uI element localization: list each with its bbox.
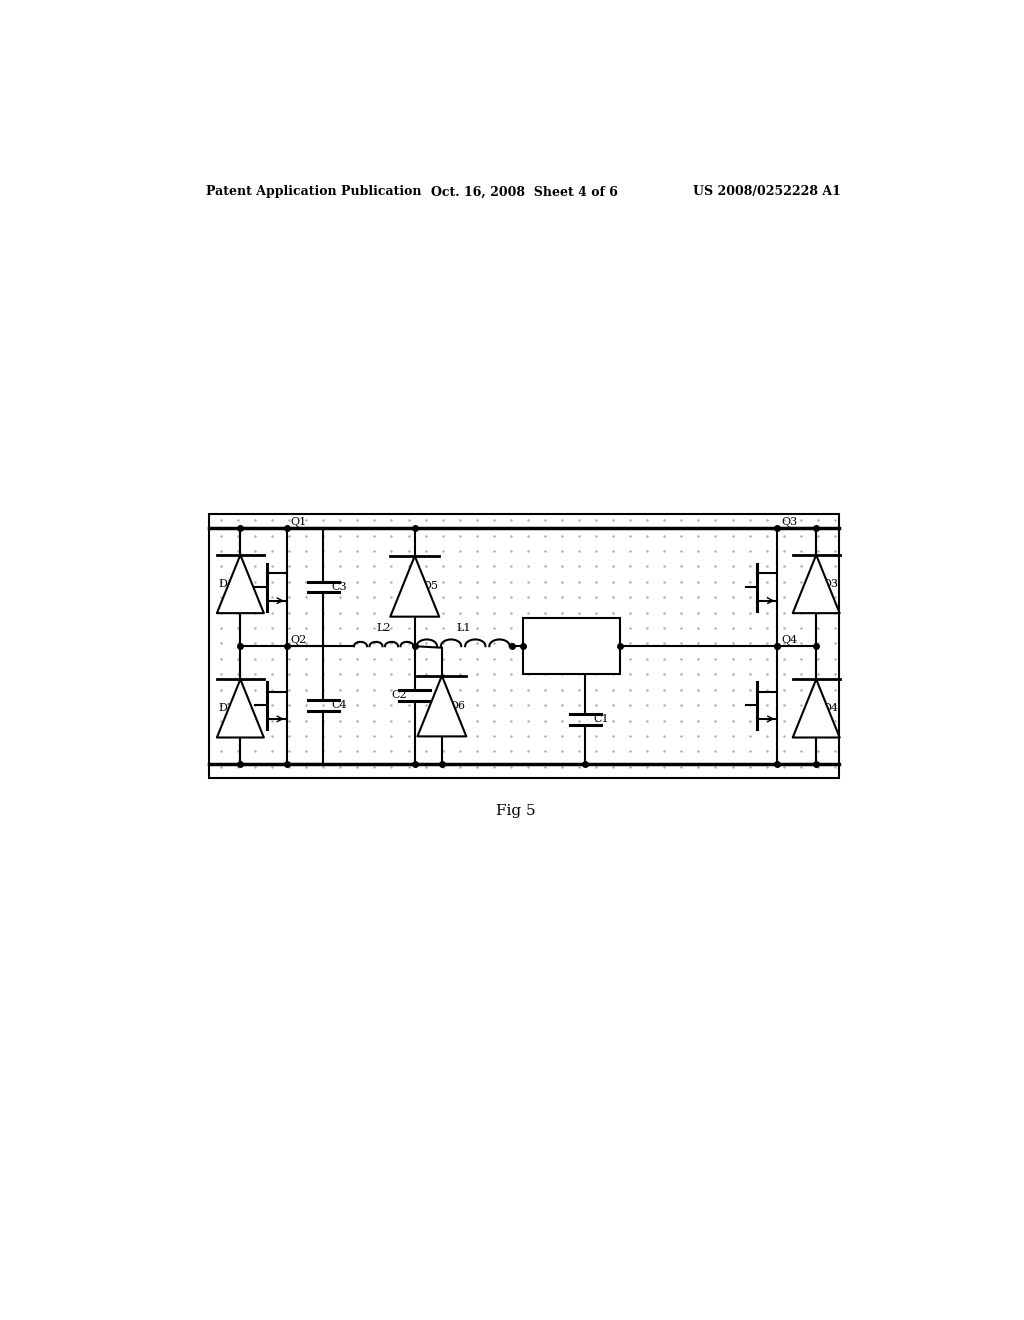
Text: US 2008/0252228 A1: US 2008/0252228 A1: [693, 185, 841, 198]
Text: D2: D2: [218, 704, 234, 713]
Text: D1: D1: [218, 579, 234, 589]
Text: C4: C4: [331, 701, 347, 710]
Text: C1: C1: [593, 714, 608, 725]
Text: Q2: Q2: [291, 635, 307, 645]
Text: C2: C2: [391, 690, 407, 701]
Text: Q4: Q4: [781, 635, 798, 645]
Text: Oct. 16, 2008  Sheet 4 of 6: Oct. 16, 2008 Sheet 4 of 6: [431, 185, 618, 198]
Text: D4: D4: [822, 704, 839, 713]
Text: Q3: Q3: [781, 517, 798, 527]
Polygon shape: [793, 680, 840, 738]
Text: Lamp: Lamp: [556, 640, 588, 649]
Polygon shape: [418, 676, 466, 737]
Bar: [523, 619, 621, 675]
Text: Patent Application Publication: Patent Application Publication: [206, 185, 421, 198]
Text: L2: L2: [377, 623, 391, 634]
Text: Q1: Q1: [291, 517, 307, 527]
Text: D3: D3: [822, 579, 839, 589]
Text: D5: D5: [423, 581, 438, 591]
Bar: [209, 515, 840, 779]
Text: Fig 5: Fig 5: [496, 804, 536, 817]
Polygon shape: [217, 680, 264, 738]
Polygon shape: [217, 554, 264, 614]
Text: L1: L1: [456, 623, 470, 634]
Text: C3: C3: [331, 582, 347, 593]
Text: D6: D6: [450, 701, 466, 711]
Polygon shape: [390, 556, 439, 616]
Polygon shape: [793, 554, 840, 614]
